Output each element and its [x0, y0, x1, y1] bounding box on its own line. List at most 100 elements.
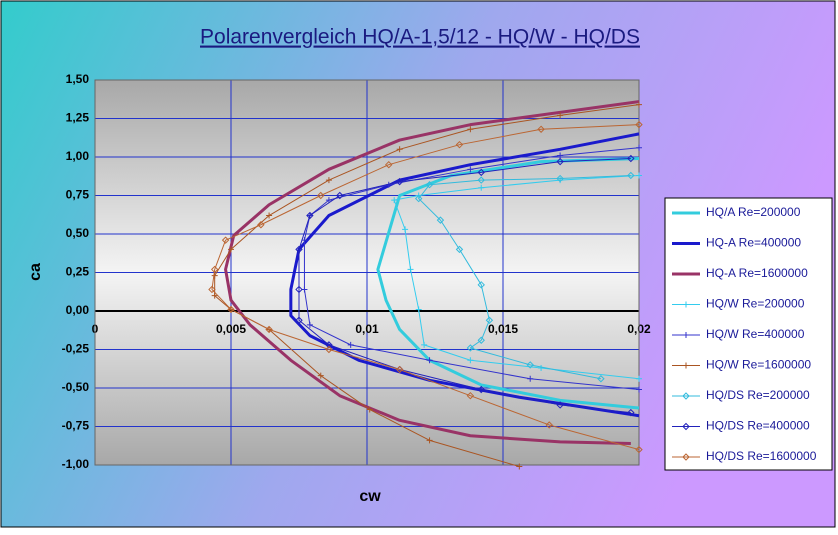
y-tick-label: 0,00 [66, 303, 90, 317]
marker-plus [211, 292, 218, 299]
series-line [393, 174, 640, 380]
marker-diamond [436, 216, 445, 224]
legend-label: HQ/DS Re=400000 [706, 419, 810, 433]
marker-diamond [295, 316, 303, 324]
y-tick-label: 0,25 [66, 265, 90, 279]
marker-diamond [682, 392, 690, 400]
marker-plus [636, 172, 642, 179]
y-tick-label: 1,25 [66, 111, 90, 125]
marker-plus [325, 197, 332, 204]
marker-plus [211, 272, 218, 279]
marker-diamond [545, 421, 553, 429]
marker-plus [683, 301, 689, 308]
y-axis-label: ca [27, 263, 44, 281]
marker-plus [266, 212, 273, 219]
marker-diamond [682, 453, 690, 461]
marker-diamond [556, 401, 564, 409]
marker-diamond [317, 191, 325, 200]
marker-diamond [455, 140, 464, 149]
marker-diamond [526, 361, 534, 369]
marker-plus [415, 306, 422, 313]
series-line [224, 100, 640, 445]
marker-plus [396, 146, 403, 153]
marker-plus [426, 437, 433, 444]
grid: -1,00 -0,75 -0,50 -0,25 0,00 0,25 0,50 0,75 1,00… [62, 72, 651, 471]
y-tick-label: -0,25 [62, 342, 90, 356]
chart-title: Polarenvergleich HQ/A-1,5/12 - HQ/W - HQ… [200, 26, 640, 49]
marker-diamond [257, 221, 265, 229]
y-tick-label: 1,00 [66, 149, 90, 163]
series-line [298, 158, 631, 414]
y-tick-label: 1,50 [66, 72, 90, 86]
series-group [208, 100, 643, 470]
marker-diamond [477, 336, 485, 344]
legend-items: HQ/A Re=200000 HQ-A Re=400000 HQ-A Re=1600… [672, 205, 817, 463]
marker-plus [557, 152, 564, 159]
legend-label: HQ-A Re=400000 [706, 236, 801, 250]
legend-label: HQ-A Re=1600000 [706, 266, 808, 280]
marker-diamond [635, 120, 643, 129]
plot-border [94, 79, 640, 466]
marker-plus [467, 357, 474, 364]
legend-label: HQ/A Re=200000 [706, 205, 801, 219]
marker-diamond [477, 176, 485, 184]
marker-plus [527, 375, 534, 382]
marker-plus [538, 364, 545, 371]
marker-diamond [295, 245, 303, 254]
marker-diamond [395, 177, 404, 186]
marker-plus [683, 362, 689, 369]
marker-plus [391, 197, 398, 204]
marker-plus [421, 341, 428, 348]
marker-diamond [635, 445, 643, 454]
marker-diamond [556, 157, 564, 166]
marker-plus [325, 177, 332, 184]
marker-plus [366, 406, 373, 413]
y-tick-label: 0,50 [66, 226, 90, 240]
marker-diamond [597, 375, 605, 383]
marker-diamond [485, 316, 494, 324]
marker-diamond [265, 325, 273, 334]
marker-plus [306, 321, 313, 328]
x-tick-label: 0,005 [216, 322, 246, 336]
y-tick-label: -0,75 [62, 419, 90, 433]
marker-plus [426, 357, 433, 364]
marker-diamond [466, 391, 475, 400]
marker-plus [636, 144, 642, 151]
marker-plus [402, 226, 409, 233]
marker-diamond [414, 194, 423, 203]
marker-plus [467, 126, 474, 133]
marker-diamond [455, 245, 464, 254]
legend-label: HQ/DS Re=1600000 [706, 449, 817, 463]
marker-plus [467, 166, 474, 173]
legend-label: HQ/W Re=200000 [706, 297, 805, 311]
series-line [211, 124, 640, 451]
marker-plus [516, 463, 523, 470]
y-tick-label: -1,00 [62, 457, 90, 471]
marker-diamond [395, 365, 404, 374]
marker-plus [347, 341, 354, 348]
marker-diamond [325, 345, 333, 354]
legend-label: HQ/DS Re=200000 [706, 388, 810, 402]
marker-plus [557, 112, 564, 119]
marker-diamond [477, 281, 485, 289]
x-tick-label: 0,01 [355, 322, 379, 336]
marker-plus [636, 101, 642, 108]
marker-diamond [306, 211, 314, 220]
marker-diamond [208, 285, 216, 294]
y-tick-label: -0,50 [62, 380, 90, 394]
marker-diamond [627, 171, 635, 180]
x-tick-label: 0,015 [488, 322, 518, 336]
marker-plus [636, 375, 642, 382]
x-axis-label: cw [359, 488, 381, 505]
marker-diamond [477, 168, 485, 177]
marker-plus [478, 184, 485, 191]
marker-diamond [210, 265, 219, 274]
marker-diamond [221, 236, 230, 244]
marker-diamond [466, 344, 475, 352]
marker-plus [407, 266, 414, 273]
marker-diamond [425, 181, 434, 189]
marker-diamond [477, 385, 485, 394]
marker-diamond [537, 125, 545, 133]
legend-label: HQ/W Re=1600000 [706, 358, 811, 372]
